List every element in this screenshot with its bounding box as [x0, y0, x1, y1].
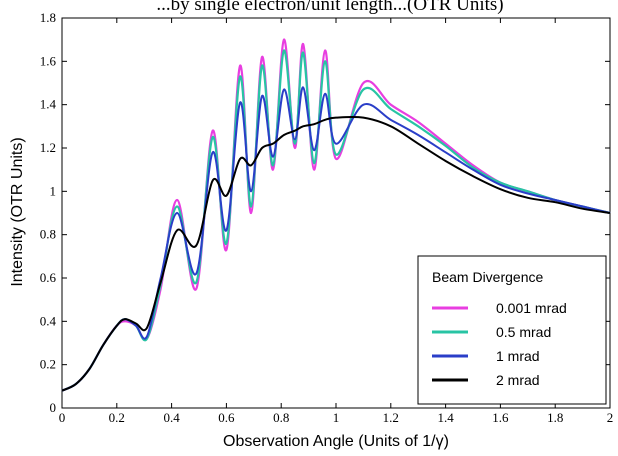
legend-label: 0.5 mrad — [496, 324, 551, 340]
x-tick-label: 0.2 — [109, 410, 125, 425]
chart-title: ...by single electron/unit length...(OTR… — [156, 0, 503, 15]
y-tick-label: 1.8 — [40, 10, 56, 25]
series-line-2 — [61, 86, 611, 392]
y-tick-label: 1.2 — [40, 140, 56, 155]
x-tick-label: 0.4 — [163, 410, 180, 425]
x-tick-label: 2 — [607, 410, 614, 425]
x-tick-label: 1.6 — [492, 410, 509, 425]
y-tick-label: 1.6 — [40, 53, 57, 68]
y-tick-label: 0.4 — [40, 313, 57, 328]
x-tick-label: 0 — [59, 410, 66, 425]
y-tick-label: 0 — [50, 400, 57, 415]
x-tick-label: 1 — [333, 410, 340, 425]
legend-title: Beam Divergence — [432, 269, 543, 285]
x-tick-label: 0.6 — [218, 410, 235, 425]
x-axis: 0 0.2 0.4 0.6 0.8 1 1.2 1.4 1.6 1.8 2 — [59, 18, 614, 425]
x-tick-label: 1.2 — [383, 410, 399, 425]
series-line-3 — [61, 115, 611, 392]
y-axis-title: Intensity (OTR Units) — [9, 137, 26, 286]
legend-items: 0.001 mrad 0.5 mrad 1 mrad 2 mrad — [432, 300, 567, 388]
x-tick-label: 1.4 — [437, 410, 454, 425]
x-tick-label: 1.8 — [547, 410, 563, 425]
y-axis: 0 0.2 0.4 0.6 0.8 1 1.2 1.4 1.6 1.8 — [40, 10, 610, 415]
y-tick-label: 1 — [50, 183, 57, 198]
y-tick-label: 0.6 — [40, 270, 57, 285]
legend: Beam Divergence 0.001 mrad 0.5 mrad 1 mrad… — [417, 255, 607, 405]
legend-label: 0.001 mrad — [496, 300, 567, 316]
y-tick-label: 1.4 — [40, 97, 57, 112]
y-tick-label: 0.8 — [40, 227, 56, 242]
legend-label: 2 mrad — [496, 372, 540, 388]
x-tick-label: 0.8 — [273, 410, 289, 425]
x-axis-title: Observation Angle (Units of 1/γ) — [223, 433, 449, 450]
legend-label: 1 mrad — [496, 348, 540, 364]
series-layer — [61, 38, 611, 392]
y-tick-label: 0.2 — [40, 357, 56, 372]
